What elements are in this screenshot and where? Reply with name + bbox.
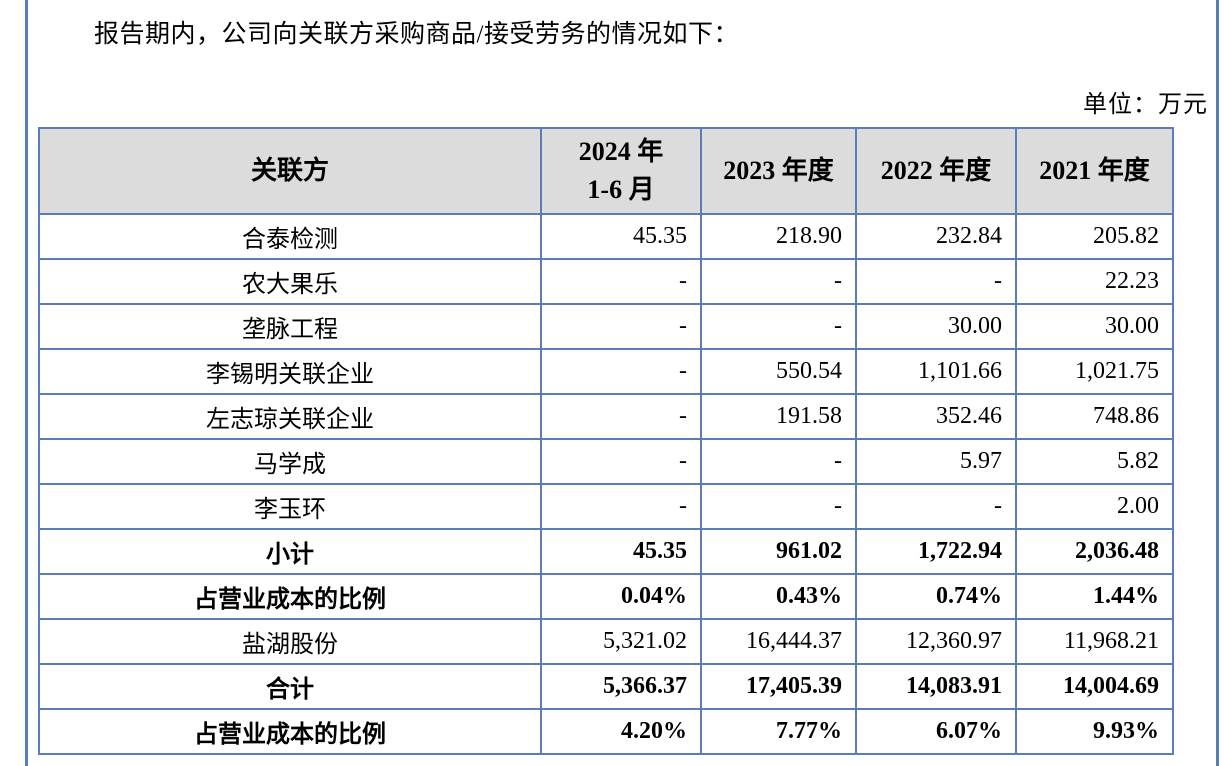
table-cell: 0.74% [855,573,1017,620]
table-cell: 1,021.75 [1015,348,1174,395]
table-cell: 2,036.48 [1015,528,1174,575]
table-cell: - [700,258,857,305]
row-label: 占营业成本的比例 [38,573,542,620]
table-cell: 30.00 [1015,303,1174,350]
col-header-related-party: 关联方 [38,127,542,215]
table-cell: - [700,303,857,350]
row-label: 垄脉工程 [38,303,542,350]
table-cell: 2.00 [1015,483,1174,530]
page-right-rule [1216,0,1219,766]
col-header-label-line2: 1-6 月 [587,175,655,204]
table-cell: 5,366.37 [540,663,702,710]
col-header-label: 2023 年度 [723,156,834,186]
table-cell: 22.23 [1015,258,1174,305]
table-row: 垄脉工程 - - 30.00 30.00 [38,303,1174,350]
col-header-2024h1: 2024 年 1-6 月 [540,127,702,215]
row-label: 合泰检测 [38,213,542,260]
table-row: 盐湖股份 5,321.02 16,444.37 12,360.97 11,968… [38,618,1174,665]
table-cell: - [540,258,702,305]
table-cell: 205.82 [1015,213,1174,260]
table-cell: 9.93% [1015,708,1174,755]
page-left-rule [25,0,28,766]
table-cell: - [700,483,857,530]
row-label: 李锡明关联企业 [38,348,542,395]
col-header-label: 2022 年度 [880,156,992,186]
table-row-ratio: 占营业成本的比例 0.04% 0.43% 0.74% 1.44% [38,573,1174,620]
row-label: 合计 [38,663,542,710]
table-header-row: 关联方 2024 年 1-6 月 2023 年度 2022 年度 2021 年度 [38,127,1174,215]
table-cell: 5,321.02 [540,618,702,665]
table-cell: - [540,348,702,395]
table-cell: 0.43% [700,573,857,620]
table-cell: 14,083.91 [855,663,1017,710]
table-cell: 16,444.37 [700,618,857,665]
table-row: 李锡明关联企业 - 550.54 1,101.66 1,021.75 [38,348,1174,395]
table-cell: 218.90 [700,213,857,260]
table-cell: 4.20% [540,708,702,755]
table-cell: - [540,393,702,440]
table-cell: 12,360.97 [855,618,1017,665]
table-cell: 5.82 [1015,438,1174,485]
col-header-label: 2021 年度 [1039,156,1150,186]
unit-label: 单位：万元 [1083,92,1208,118]
row-label: 马学成 [38,438,542,485]
row-label: 农大果乐 [38,258,542,305]
table-cell: 0.04% [540,573,702,620]
intro-text: 报告期内，公司向关联方采购商品/接受劳务的情况如下： [94,21,739,48]
col-header-2022: 2022 年度 [855,127,1017,215]
table-cell: 6.07% [855,708,1017,755]
table-row: 农大果乐 - - - 22.23 [38,258,1174,305]
table-cell: 191.58 [700,393,857,440]
table-cell: 30.00 [855,303,1017,350]
row-label: 左志琼关联企业 [38,393,542,440]
table-cell: - [855,483,1017,530]
row-label: 占营业成本的比例 [38,708,542,755]
table-row-total: 合计 5,366.37 17,405.39 14,083.91 14,004.6… [38,663,1174,710]
table-row: 李玉环 - - - 2.00 [38,483,1174,530]
table-cell: 232.84 [855,213,1017,260]
table-row-ratio: 占营业成本的比例 4.20% 7.77% 6.07% 9.93% [38,708,1174,755]
col-header-2021: 2021 年度 [1015,127,1174,215]
table-cell: 961.02 [700,528,857,575]
col-header-2023: 2023 年度 [700,127,857,215]
table-cell: 45.35 [540,528,702,575]
table-cell: 17,405.39 [700,663,857,710]
col-header-label: 2024 年 [578,137,664,167]
row-label: 小计 [38,528,542,575]
table-cell: - [540,303,702,350]
table-cell: 1.44% [1015,573,1174,620]
table-row: 左志琼关联企业 - 191.58 352.46 748.86 [38,393,1174,440]
table-cell: 550.54 [700,348,857,395]
col-header-label: 关联方 [250,156,329,186]
related-party-purchase-table: 关联方 2024 年 1-6 月 2023 年度 2022 年度 2021 年度 … [38,127,1174,755]
table-row: 合泰检测 45.35 218.90 232.84 205.82 [38,213,1174,260]
table-cell: 45.35 [540,213,702,260]
table-cell: 352.46 [855,393,1017,440]
table-cell: 11,968.21 [1015,618,1174,665]
row-label: 李玉环 [38,483,542,530]
table-cell: 7.77% [700,708,857,755]
table-cell: - [540,438,702,485]
table-cell: 1,101.66 [855,348,1017,395]
table-cell: 748.86 [1015,393,1174,440]
table-cell: - [540,483,702,530]
table-cell: 1,722.94 [855,528,1017,575]
row-label: 盐湖股份 [38,618,542,665]
table-cell: 5.97 [855,438,1017,485]
table-cell: - [700,438,857,485]
table-cell: - [855,258,1017,305]
table-row: 马学成 - - 5.97 5.82 [38,438,1174,485]
table-cell: 14,004.69 [1015,663,1174,710]
table-row-subtotal: 小计 45.35 961.02 1,722.94 2,036.48 [38,528,1174,575]
